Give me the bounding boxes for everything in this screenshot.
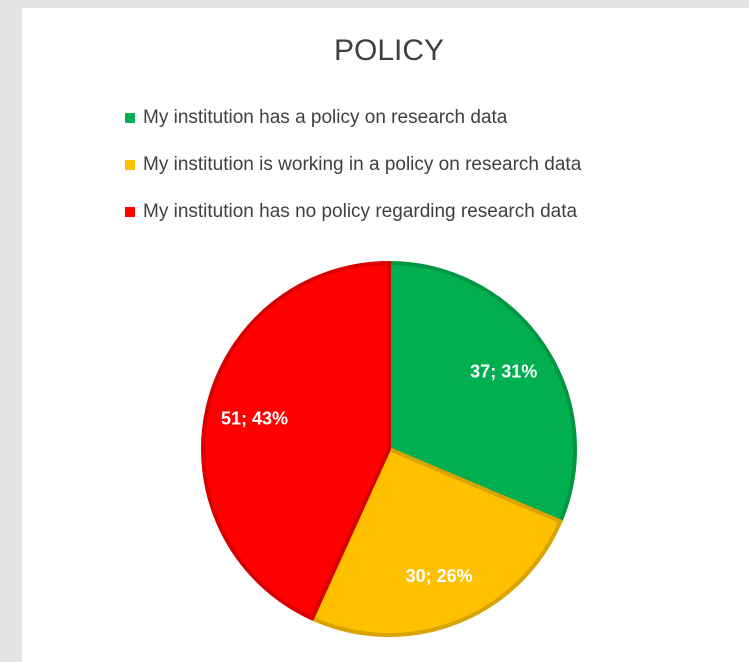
- legend-swatch: [125, 113, 135, 123]
- chart-title: POLICY: [334, 34, 444, 67]
- legend-label: My institution has no policy regarding r…: [143, 201, 578, 222]
- data-label: 37; 31%: [470, 362, 537, 382]
- pie-slice: [310, 447, 563, 637]
- legend-swatch: [125, 160, 135, 170]
- legend-label: My institution has a policy on research …: [143, 107, 508, 128]
- data-label: 51; 43%: [221, 409, 288, 429]
- pie-slice: [201, 261, 391, 621]
- legend-swatch: [125, 207, 135, 217]
- legend-label: My institution is working in a policy on…: [143, 154, 582, 175]
- data-label: 30; 26%: [406, 566, 473, 586]
- pie-slice: [387, 261, 577, 524]
